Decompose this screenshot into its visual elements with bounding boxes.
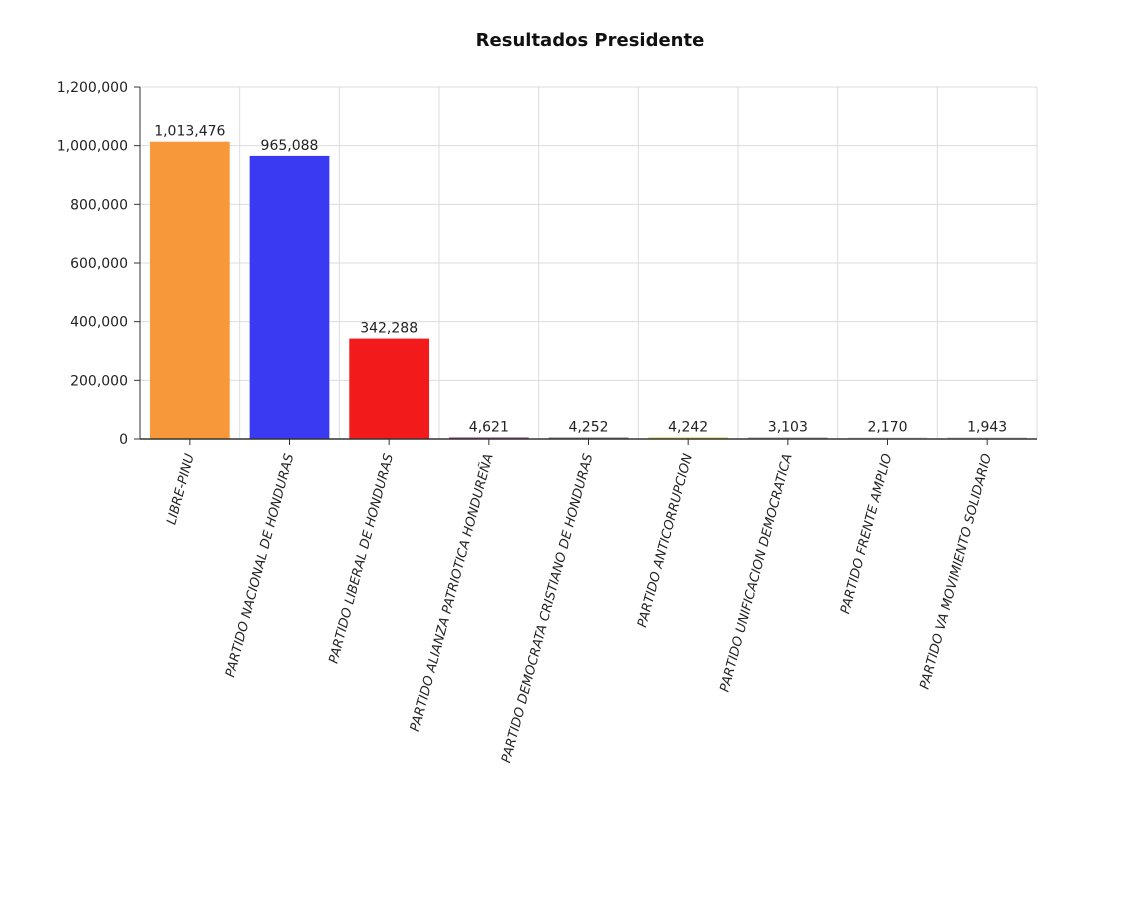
x-tick-label: PARTIDO ANTICORRUPCION <box>635 452 696 629</box>
data-label: 4,242 <box>668 420 708 436</box>
data-label: 4,621 <box>469 420 509 436</box>
data-label: 4,252 <box>568 420 608 436</box>
x-tick-label: PARTIDO LIBERAL DE HONDURAS <box>326 452 397 665</box>
y-tick-label: 0 <box>119 432 128 448</box>
x-tick-label: PARTIDO ALIANZA PATRIOTICA HONDUREÑA <box>407 452 497 733</box>
x-tick-label: LIBRE-PINU <box>164 452 197 527</box>
grid-lines <box>140 86 1038 439</box>
x-tick-label: PARTIDO FRENTE AMPLIO <box>838 452 895 616</box>
y-tick-label: 400,000 <box>70 315 128 331</box>
y-tick-label: 600,000 <box>70 256 128 272</box>
bars <box>149 141 1028 440</box>
data-label: 2,170 <box>867 420 907 436</box>
y-tick-label: 1,000,000 <box>57 139 128 155</box>
data-label: 1,943 <box>967 420 1007 436</box>
data-label: 1,013,476 <box>154 124 225 140</box>
x-tick-label: PARTIDO NACIONAL DE HONDURAS <box>223 452 297 679</box>
y-tick-label: 200,000 <box>70 373 128 389</box>
data-label: 342,288 <box>360 321 418 337</box>
y-tick-label: 1,200,000 <box>57 80 128 96</box>
y-tick-label: 800,000 <box>70 197 128 213</box>
axes <box>134 86 1037 445</box>
bar <box>249 155 330 439</box>
x-tick-label: PARTIDO DEMOCRATA CRISTIANO DE HONDURAS <box>499 452 596 765</box>
x-tick-label: PARTIDO VA MOVIMIENTO SOLIDARIO <box>918 452 995 691</box>
bar <box>349 338 430 439</box>
x-tick-label: PARTIDO UNIFICACION DEMOCRATICA <box>718 452 796 694</box>
chart-title: Resultados Presidente <box>475 30 705 51</box>
data-label: 3,103 <box>768 420 808 436</box>
bar <box>149 141 230 440</box>
data-label: 965,088 <box>261 138 319 154</box>
